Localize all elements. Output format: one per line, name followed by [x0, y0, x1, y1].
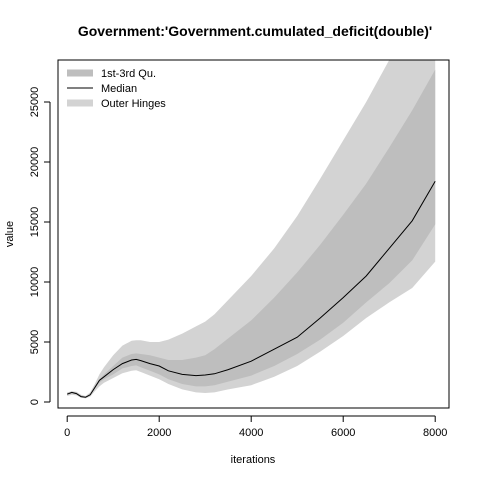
y-axis: 0 5000 10000 15000 20000 25000 — [29, 87, 51, 405]
y-tick-label: 20000 — [29, 147, 41, 178]
x-tick-label: 6000 — [331, 427, 355, 439]
legend-item: 1st-3rd Qu. — [67, 68, 156, 80]
chart-title: Government:'Government.cumulated_deficit… — [78, 23, 432, 39]
x-axis: 0 2000 4000 6000 8000 — [64, 415, 447, 439]
legend-label: 1st-3rd Qu. — [101, 68, 156, 80]
y-tick-label: 0 — [29, 399, 41, 405]
x-tick-label: 2000 — [147, 427, 171, 439]
median-line — [67, 180, 436, 398]
x-tick-label: 8000 — [423, 427, 447, 439]
legend-label: Median — [101, 83, 137, 95]
plot-frame — [57, 59, 450, 409]
plot-area — [67, 60, 436, 399]
y-tick-label: 5000 — [29, 330, 41, 354]
legend-item: Median — [67, 83, 137, 95]
legend: 1st-3rd Qu. Median Outer Hinges — [67, 68, 166, 110]
legend-item: Outer Hinges — [67, 98, 166, 110]
y-tick-label: 15000 — [29, 207, 41, 238]
y-tick-label: 25000 — [29, 87, 41, 118]
legend-label: Outer Hinges — [101, 98, 166, 110]
y-axis-label: value — [4, 221, 16, 247]
y-tick-label: 10000 — [29, 267, 41, 298]
x-tick-label: 0 — [64, 427, 70, 439]
x-axis-label: iterations — [231, 454, 276, 466]
x-tick-label: 4000 — [239, 427, 263, 439]
quartile-band — [67, 69, 436, 398]
